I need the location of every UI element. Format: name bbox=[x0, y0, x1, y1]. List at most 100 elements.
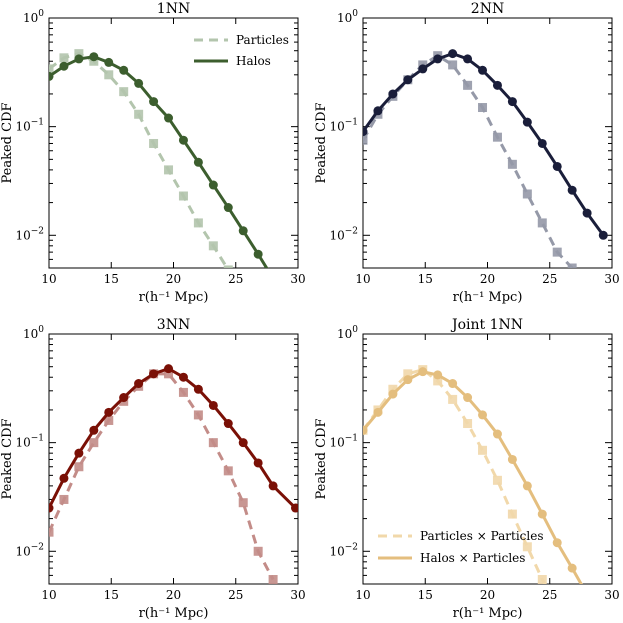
data-point bbox=[493, 430, 502, 439]
data-point bbox=[74, 449, 83, 458]
x-tick-label: 15 bbox=[104, 588, 119, 602]
data-point bbox=[448, 379, 457, 388]
y-tick-label: 10−2 bbox=[15, 542, 44, 558]
data-point bbox=[403, 375, 412, 384]
legend-label: Halos bbox=[236, 54, 271, 68]
data-point bbox=[149, 369, 158, 378]
data-point bbox=[224, 467, 232, 475]
panel-title: 1NN bbox=[157, 1, 190, 17]
y-tick-label: 10−2 bbox=[15, 226, 44, 242]
data-point bbox=[179, 192, 187, 200]
data-point bbox=[134, 379, 143, 388]
series-2 bbox=[45, 52, 278, 283]
x-axis-label: r(h⁻¹ Mpc) bbox=[453, 606, 523, 621]
data-point bbox=[359, 127, 368, 136]
series-2 bbox=[45, 364, 301, 512]
series-line bbox=[49, 57, 273, 279]
x-tick-label: 25 bbox=[228, 588, 243, 602]
data-point bbox=[75, 463, 83, 471]
data-point bbox=[89, 52, 98, 61]
x-tick-label: 30 bbox=[604, 272, 619, 286]
data-point bbox=[164, 114, 173, 123]
x-tick-label: 25 bbox=[228, 272, 243, 286]
data-point bbox=[433, 54, 442, 63]
data-point bbox=[254, 250, 263, 259]
x-tick-label: 25 bbox=[542, 272, 557, 286]
data-point bbox=[433, 370, 442, 379]
data-point bbox=[134, 79, 143, 88]
data-point bbox=[448, 49, 457, 58]
data-point bbox=[239, 499, 247, 507]
data-point bbox=[508, 455, 517, 464]
data-point bbox=[119, 393, 128, 402]
y-tick-label: 10−2 bbox=[329, 542, 358, 558]
series-1 bbox=[359, 366, 561, 612]
data-point bbox=[508, 160, 516, 168]
data-point bbox=[179, 373, 188, 382]
x-tick-label: 10 bbox=[41, 272, 56, 286]
figure: 10 15 20 25 3010010−110−21NNr(h⁻¹ Mpc)Peaked… bbox=[0, 0, 623, 623]
x-axis-label: r(h⁻¹ Mpc) bbox=[453, 290, 523, 305]
panel-4: 10 15 20 25 30 100 10−1 10−2 Joint 1NN r(h⁻¹ Mpc)… bbox=[314, 317, 620, 621]
data-point bbox=[538, 219, 546, 227]
data-point bbox=[165, 166, 173, 174]
data-point bbox=[463, 54, 472, 63]
data-point bbox=[553, 248, 561, 256]
x-tick-label: 20 bbox=[166, 588, 181, 602]
data-point bbox=[403, 75, 412, 84]
data-point bbox=[224, 203, 233, 212]
data-point bbox=[599, 231, 608, 240]
x-tick-label: 30 bbox=[290, 588, 305, 602]
data-point bbox=[74, 54, 83, 63]
data-point bbox=[583, 590, 592, 599]
panel-title: 3NN bbox=[157, 317, 190, 333]
data-point bbox=[194, 219, 202, 227]
series-line bbox=[49, 54, 243, 292]
data-point bbox=[209, 181, 218, 190]
data-point bbox=[254, 547, 262, 555]
data-point bbox=[194, 385, 203, 394]
data-point bbox=[418, 64, 427, 73]
data-point bbox=[464, 81, 472, 89]
y-tick-label: 10−1 bbox=[15, 434, 44, 450]
data-point bbox=[269, 576, 277, 584]
data-point bbox=[373, 106, 382, 115]
data-point bbox=[493, 81, 502, 90]
data-point bbox=[45, 65, 53, 73]
data-point bbox=[45, 528, 53, 536]
data-point bbox=[479, 446, 487, 454]
series-line bbox=[49, 369, 296, 508]
data-point bbox=[254, 458, 263, 467]
y-tick-label: 100 bbox=[23, 325, 44, 341]
data-point bbox=[179, 136, 188, 145]
x-tick-label: 20 bbox=[480, 272, 495, 286]
legend-label: Particles × Particles bbox=[420, 529, 544, 543]
data-point bbox=[45, 72, 54, 81]
data-point bbox=[194, 411, 202, 419]
x-tick-label: 10 bbox=[355, 588, 370, 602]
data-point bbox=[239, 226, 248, 235]
panel-title: Joint 1NN bbox=[450, 317, 523, 333]
legend: ParticlesHalos bbox=[194, 33, 289, 68]
series-2 bbox=[359, 49, 608, 240]
y-tick-label: 10−1 bbox=[15, 118, 44, 134]
plot-frame bbox=[363, 18, 612, 268]
data-point bbox=[568, 186, 577, 195]
series-line bbox=[363, 54, 603, 236]
data-point bbox=[60, 54, 68, 62]
x-tick-label: 25 bbox=[542, 588, 557, 602]
y-tick-label: 100 bbox=[23, 9, 44, 25]
data-point bbox=[508, 97, 517, 106]
data-point bbox=[449, 61, 457, 69]
data-point bbox=[523, 118, 532, 127]
data-point bbox=[388, 89, 397, 98]
data-point bbox=[523, 481, 532, 490]
data-point bbox=[508, 510, 516, 518]
legend-label: Halos × Particles bbox=[420, 551, 525, 565]
panel-3: 10 15 20 25 3010010−110−23NNr(h⁻¹ Mpc)Peaked… bbox=[0, 317, 306, 621]
data-point bbox=[449, 395, 457, 403]
data-point bbox=[463, 393, 472, 402]
data-point bbox=[60, 495, 68, 503]
data-point bbox=[479, 104, 487, 112]
series-1 bbox=[45, 370, 277, 584]
